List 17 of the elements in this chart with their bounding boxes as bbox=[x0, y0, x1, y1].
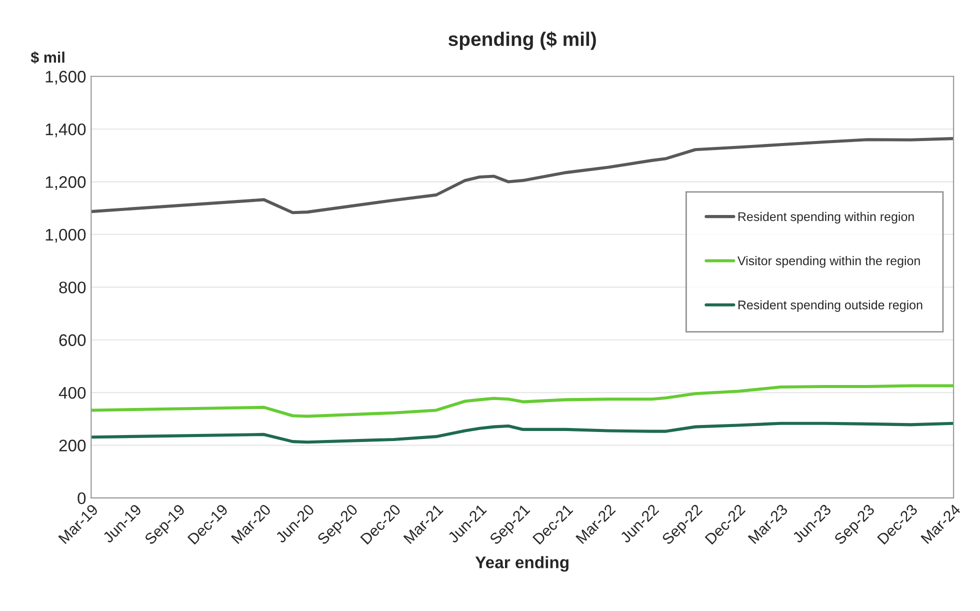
y-tick-label: 800 bbox=[59, 282, 86, 294]
y-tick-label: 600 bbox=[59, 334, 86, 346]
y-tick-label: 200 bbox=[59, 440, 86, 452]
legend-label: Visitor spending within the region bbox=[738, 256, 920, 268]
x-axis-title: Year ending bbox=[475, 556, 568, 572]
y-tick-label: 1,600 bbox=[46, 70, 86, 85]
y-tick-label: 1,400 bbox=[46, 123, 86, 138]
y-axis-title: $ mil bbox=[30, 51, 64, 64]
legend-label: Resident spending within region bbox=[738, 212, 914, 224]
line-series bbox=[91, 384, 954, 418]
y-tick-label: 0 bbox=[78, 492, 86, 504]
y-tick-label: 1,000 bbox=[46, 228, 86, 243]
y-tick-label: 1,200 bbox=[46, 176, 86, 190]
chart-title: spending ($ mil) bbox=[448, 31, 596, 50]
line-series bbox=[91, 422, 954, 444]
legend-label: Resident spending outside region bbox=[738, 300, 922, 312]
y-tick-label: 400 bbox=[58, 386, 86, 399]
